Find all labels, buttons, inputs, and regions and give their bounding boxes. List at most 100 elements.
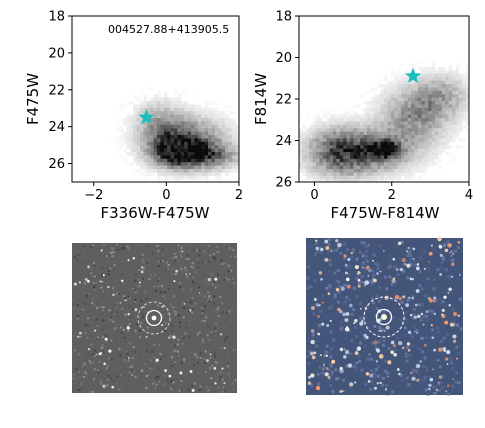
star-point [404, 262, 407, 266]
noise-pixel [158, 276, 161, 279]
density-cell [170, 107, 175, 112]
density-cell [356, 152, 361, 156]
noise-pixel [230, 269, 233, 272]
density-cell [201, 169, 205, 173]
density-cell [363, 90, 368, 95]
star-point [209, 353, 212, 356]
density-cell [411, 90, 415, 95]
density-cell [373, 138, 378, 143]
density-cell [302, 179, 307, 182]
noise-pixel [227, 278, 230, 281]
noise-pixel [91, 383, 94, 386]
density-cell [235, 128, 239, 132]
density-cell [346, 114, 351, 119]
density-cell [397, 141, 402, 146]
noise-pixel [76, 315, 79, 318]
noise-pixel [195, 249, 198, 252]
density-cell [380, 111, 385, 115]
density-cell [377, 104, 381, 109]
star-point [387, 375, 389, 378]
density-cell [421, 80, 426, 85]
star-point [396, 268, 399, 271]
density-cell [163, 121, 168, 126]
noise-pixel [375, 294, 379, 298]
density-cell [157, 114, 161, 119]
density-cell [157, 179, 161, 182]
density-cell [180, 141, 185, 146]
star-point [112, 293, 115, 297]
noise-pixel [357, 329, 361, 333]
density-cell [363, 135, 368, 139]
density-cell [218, 175, 222, 180]
density-cell [363, 169, 368, 173]
density-cell [180, 121, 185, 126]
density-cell [407, 114, 412, 119]
noise-pixel [323, 354, 327, 358]
density-cell [191, 148, 195, 153]
star-point [325, 246, 330, 251]
density-cell [414, 141, 419, 146]
density-cell [428, 158, 432, 163]
density-cell [225, 138, 229, 143]
density-cell [445, 121, 449, 126]
density-cell [445, 111, 449, 115]
density-cell [424, 84, 429, 88]
density-cell [401, 124, 405, 129]
density-cell [350, 124, 354, 129]
density-cell [326, 124, 330, 129]
highlight-star-point [404, 67, 422, 84]
density-cell [441, 121, 446, 126]
noise-pixel [158, 260, 161, 263]
density-cell [455, 114, 460, 119]
density-cell [136, 145, 141, 149]
star-point [438, 381, 440, 384]
density-cell [201, 155, 205, 160]
density-cell [177, 152, 182, 156]
noise-pixel [356, 367, 360, 371]
density-cell [150, 101, 154, 105]
density-cell [394, 141, 398, 146]
density-cell [194, 145, 199, 149]
density-cell [309, 162, 313, 166]
density-cell [401, 148, 405, 153]
noise-pixel [164, 329, 167, 332]
density-cell [143, 165, 148, 170]
density-cell [160, 111, 165, 115]
noise-pixel [344, 300, 348, 304]
noise-pixel [363, 258, 367, 262]
density-cell [312, 141, 317, 146]
noise-pixel [109, 267, 112, 270]
density-cell [394, 111, 398, 115]
density-cell [187, 162, 192, 166]
density-cell [370, 175, 375, 180]
noise-pixel [141, 287, 144, 290]
density-cell [469, 115, 473, 119]
noise-pixel [231, 382, 234, 385]
density-cell [373, 94, 378, 98]
noise-pixel [139, 384, 142, 387]
noise-pixel [170, 303, 173, 306]
density-cell [414, 179, 419, 182]
noise-pixel [107, 374, 110, 377]
density-cell [445, 152, 449, 156]
density-cell [445, 138, 449, 143]
density-cell [350, 179, 354, 182]
density-cell [428, 104, 432, 109]
star-point [376, 382, 379, 385]
density-cell [455, 111, 460, 115]
density-cell [133, 131, 137, 136]
density-cell [431, 131, 436, 136]
noise-pixel [212, 256, 215, 259]
density-cell [373, 145, 378, 149]
noise-pixel [84, 323, 87, 326]
density-cell [309, 138, 313, 143]
density-cell [424, 155, 429, 160]
density-cell [438, 90, 443, 95]
noise-pixel [416, 385, 420, 389]
density-cell [387, 121, 392, 126]
density-cell [462, 87, 466, 92]
density-cell [211, 155, 216, 160]
density-cell [163, 141, 168, 146]
noise-pixel [425, 318, 429, 322]
density-cell [418, 162, 422, 166]
